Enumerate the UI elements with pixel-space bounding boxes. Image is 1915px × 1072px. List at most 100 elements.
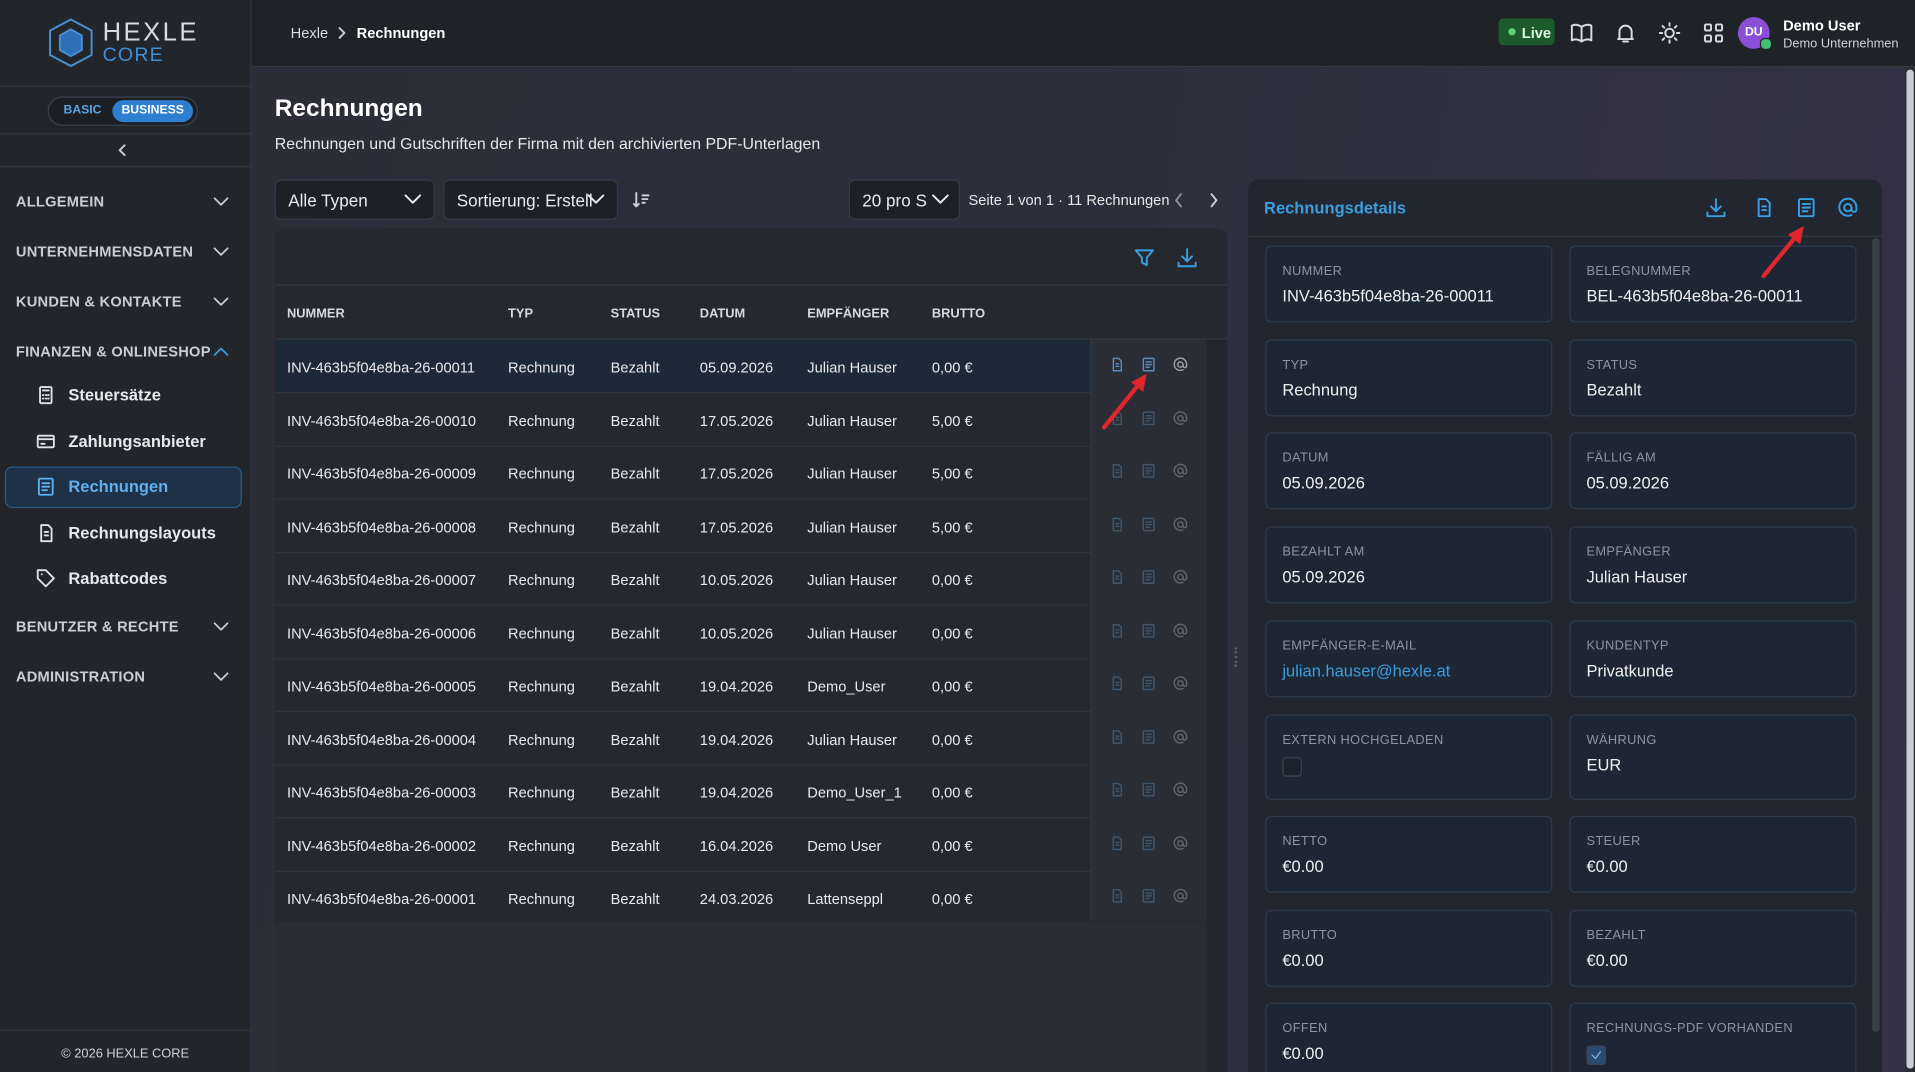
prev-page[interactable] <box>1174 193 1184 208</box>
row-pdf-icon[interactable] <box>1109 357 1125 373</box>
row-email-icon[interactable] <box>1172 622 1188 638</box>
table-row[interactable]: INV-463b5f04e8ba-26-00009 Rechnung Bezahlt… <box>274 446 1207 500</box>
row-email-icon[interactable] <box>1172 675 1188 691</box>
plan-basic[interactable]: BASIC <box>63 103 102 118</box>
column-header[interactable]: BRUTTO <box>931 306 986 322</box>
table-row[interactable]: INV-463b5f04e8ba-26-00001 Rechnung Bezahlt… <box>274 871 1207 925</box>
nav-chevron[interactable] <box>211 292 231 312</box>
nav-chevron[interactable] <box>211 342 231 362</box>
row-email-icon[interactable] <box>1172 357 1188 373</box>
row-email-icon[interactable] <box>1172 569 1188 585</box>
nav-section[interactable]: BENUTZER & RECHTE <box>15 617 179 635</box>
nav-item[interactable]: Zahlungsanbieter <box>68 431 206 451</box>
details-panel: Rechnungsdetails NUMMER INV-463b5f04e8ba-… <box>1248 179 1883 1072</box>
row-doc-icon-shape <box>1142 463 1155 478</box>
table-row[interactable]: INV-463b5f04e8ba-26-00005 Rechnung Bezahlt… <box>274 658 1207 713</box>
filter-icon[interactable] <box>1133 247 1155 269</box>
row-doc-icon[interactable] <box>1141 463 1157 479</box>
row-email-icon[interactable] <box>1172 516 1188 532</box>
table-row[interactable]: INV-463b5f04e8ba-26-00006 Rechnung Bezahlt… <box>274 605 1207 659</box>
row-pdf-icon[interactable] <box>1109 516 1125 532</box>
avatar[interactable]: DU <box>1737 17 1770 49</box>
row-email-icon[interactable] <box>1172 463 1188 479</box>
nav-section[interactable]: FINANZEN & ONLINESHOP <box>15 343 211 361</box>
column-header[interactable]: STATUS <box>610 306 661 322</box>
nav-chevron[interactable] <box>211 242 231 262</box>
document-icon[interactable] <box>1795 197 1817 219</box>
type-select[interactable]: Alle Typen <box>274 179 435 220</box>
cell: 05.09.2026 <box>699 359 774 377</box>
pdf-icon[interactable] <box>1753 197 1775 219</box>
row-pdf-icon[interactable] <box>1109 888 1125 904</box>
resize-handle[interactable] <box>1234 647 1241 667</box>
nav-chevron[interactable] <box>211 666 231 686</box>
plan-toggle[interactable]: BASIC BUSINESS <box>47 96 198 126</box>
row-doc-icon[interactable] <box>1141 516 1157 532</box>
table-row[interactable]: INV-463b5f04e8ba-26-00010 Rechnung Bezahlt… <box>274 393 1207 447</box>
nav-item[interactable]: Rabattcodes <box>68 569 168 588</box>
row-doc-icon[interactable] <box>1141 888 1157 904</box>
sort-dir-icon[interactable] <box>632 191 650 209</box>
column-header[interactable]: TYP <box>508 306 534 322</box>
row-pdf-icon[interactable] <box>1109 463 1125 479</box>
plan-business[interactable]: BUSINESS <box>112 100 193 123</box>
row-pdf-icon[interactable] <box>1109 569 1125 585</box>
row-pdf-icon[interactable] <box>1109 622 1125 638</box>
sort-select[interactable]: Sortierung: Erstell <box>443 179 618 220</box>
cell: 19.04.2026 <box>699 677 774 695</box>
bell-icon[interactable] <box>1615 22 1637 44</box>
table-row[interactable]: INV-463b5f04e8ba-26-00011 Rechnung Bezahlt… <box>274 339 1207 394</box>
brand-sub: CORE <box>102 45 164 66</box>
row-doc-icon[interactable] <box>1141 357 1157 373</box>
nav-section[interactable]: KUNDEN & KONTAKTE <box>15 293 182 311</box>
row-email-icon[interactable] <box>1172 888 1188 904</box>
cell: Bezahlt <box>610 677 660 695</box>
column-header[interactable]: NUMMER <box>287 306 345 322</box>
email-icon[interactable] <box>1837 197 1859 219</box>
collapse-bar[interactable] <box>0 133 251 168</box>
row-doc-icon[interactable] <box>1141 675 1157 691</box>
nav-item[interactable]: Rechnungen <box>68 477 169 496</box>
cell: Julian Hauser <box>807 624 897 642</box>
row-pdf-icon[interactable] <box>1109 729 1125 745</box>
row-doc-icon[interactable] <box>1141 729 1157 745</box>
next-page[interactable] <box>1209 193 1219 208</box>
nav-section[interactable]: ALLGEMEIN <box>15 192 105 211</box>
column-header[interactable]: DATUM <box>699 306 746 322</box>
download-icon[interactable] <box>1705 197 1727 219</box>
breadcrumb-item[interactable]: Hexle <box>290 24 329 42</box>
theme-icon[interactable] <box>1658 22 1681 44</box>
row-email-icon[interactable] <box>1172 782 1188 798</box>
row-pdf-icon[interactable] <box>1109 782 1125 798</box>
row-doc-icon[interactable] <box>1141 835 1157 851</box>
nav-chevron[interactable] <box>211 616 231 636</box>
cell: Bezahlt <box>610 784 660 802</box>
nav-section[interactable]: ADMINISTRATION <box>15 667 146 685</box>
row-email-icon[interactable] <box>1172 410 1188 426</box>
table-row[interactable]: INV-463b5f04e8ba-26-00007 Rechnung Bezahlt… <box>274 552 1207 606</box>
table-row[interactable]: INV-463b5f04e8ba-26-00004 Rechnung Bezahlt… <box>274 711 1207 766</box>
row-email-icon[interactable] <box>1172 729 1188 745</box>
row-email-icon[interactable] <box>1172 835 1188 851</box>
row-doc-icon[interactable] <box>1141 622 1157 638</box>
nav-item[interactable]: Rechnungslayouts <box>68 523 216 542</box>
field-value[interactable]: julian.hauser@hexle.at <box>1282 661 1451 681</box>
table-row[interactable]: INV-463b5f04e8ba-26-00002 Rechnung Bezahlt… <box>274 818 1207 872</box>
live-badge[interactable]: Live <box>1498 18 1555 46</box>
nav-section[interactable]: UNTERNEHMENSDATEN <box>15 243 194 261</box>
row-pdf-icon[interactable] <box>1109 835 1125 851</box>
table-row[interactable]: INV-463b5f04e8ba-26-00008 Rechnung Bezahlt… <box>274 499 1207 553</box>
apps-icon[interactable] <box>1702 22 1724 44</box>
download-icon[interactable] <box>1176 247 1198 269</box>
field-value: 05.09.2026 <box>1282 567 1365 587</box>
row-pdf-icon[interactable] <box>1109 675 1125 691</box>
nav-chevron[interactable] <box>211 192 231 212</box>
docs-icon[interactable] <box>1570 22 1593 44</box>
column-header[interactable]: EMPFÄNGER <box>807 306 890 322</box>
table-row[interactable]: INV-463b5f04e8ba-26-00003 Rechnung Bezahlt… <box>274 765 1207 819</box>
row-doc-icon[interactable] <box>1141 410 1157 426</box>
row-doc-icon[interactable] <box>1141 782 1157 798</box>
page-size-select[interactable]: 20 pro S <box>848 179 960 220</box>
row-doc-icon[interactable] <box>1141 569 1157 585</box>
nav-item[interactable]: Steuersätze <box>68 385 161 405</box>
